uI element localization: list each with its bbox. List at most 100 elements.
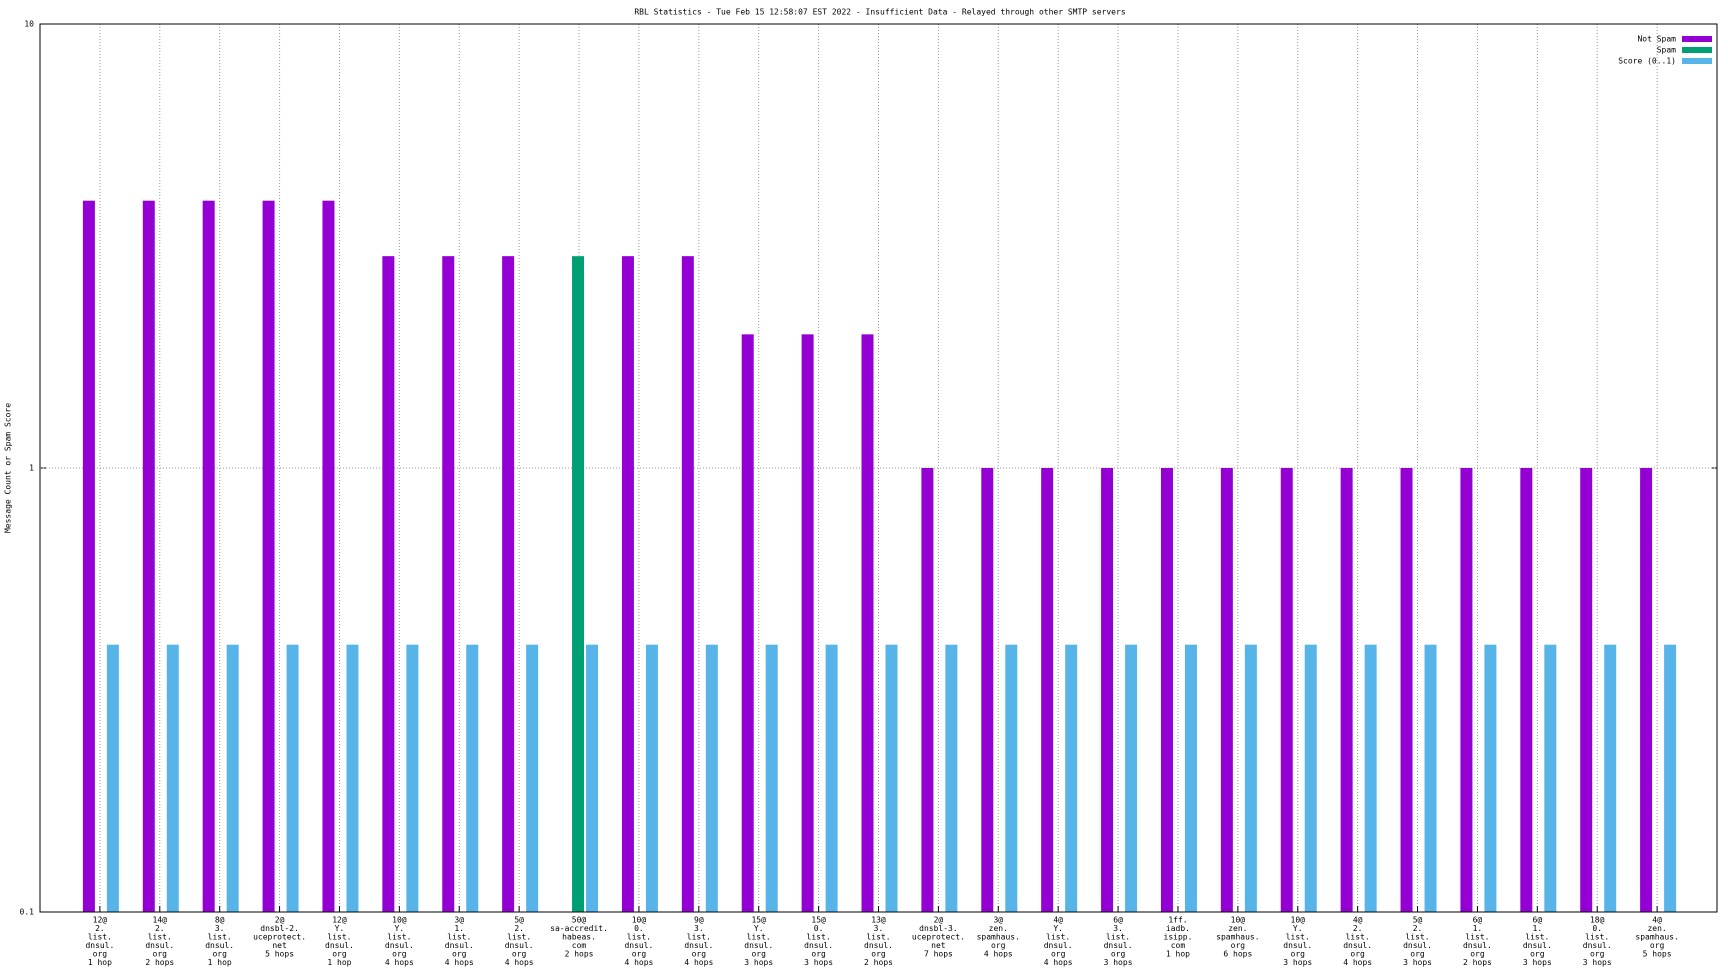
x-tick-label: 13@: [871, 916, 886, 925]
x-tick-label: dnsul.: [804, 941, 833, 950]
bar: [1364, 644, 1377, 912]
x-tick-label: 12@: [332, 916, 347, 925]
x-tick-label: 4 hops: [984, 950, 1013, 959]
y-axis-label: Message Count or Spam Score: [4, 403, 13, 533]
x-tick-label: 2 hops: [864, 958, 893, 967]
bar: [286, 644, 299, 912]
x-tick-label: org: [1291, 950, 1306, 959]
x-tick-label: 1 hop: [208, 958, 232, 967]
x-tick-label: 10@: [392, 916, 407, 925]
x-tick-label: 3@: [454, 916, 464, 925]
y-tick-label: 10: [24, 20, 34, 29]
x-tick-label: dnsul.: [505, 941, 534, 950]
x-tick-label: org: [632, 950, 647, 959]
bar: [645, 644, 658, 912]
bar: [1280, 468, 1293, 912]
bar: [1340, 468, 1353, 912]
x-tick-label: isipp.: [1164, 933, 1193, 942]
x-tick-label: 3.: [1113, 924, 1123, 933]
x-tick-label: 0.: [814, 924, 824, 933]
x-tick-label: 1 hop: [88, 958, 112, 967]
x-tick-label: org: [1650, 941, 1665, 950]
bar: [825, 644, 838, 912]
y-tick-label: 1: [29, 464, 34, 473]
x-tick-label: 4 hops: [1343, 958, 1372, 967]
bar: [1640, 468, 1653, 912]
x-tick-label: com: [572, 941, 587, 950]
x-tick-label: net: [272, 941, 287, 950]
x-tick-label: 3 hops: [1104, 958, 1133, 967]
x-tick-label: sa-accredit.: [550, 924, 608, 933]
x-tick-label: org: [93, 950, 108, 959]
x-tick-label: org: [1470, 950, 1485, 959]
x-tick-label: dnsul.: [205, 941, 234, 950]
x-tick-label: list.: [387, 933, 411, 942]
bar: [106, 644, 119, 912]
x-tick-label: 18@: [1590, 916, 1605, 925]
x-tick-label: iadb.: [1166, 924, 1190, 933]
x-tick-label: 4 hops: [385, 958, 414, 967]
x-tick-label: Y.: [395, 924, 405, 933]
legend-label: Score (0..1): [1618, 57, 1676, 66]
bar: [572, 256, 585, 912]
x-tick-label: Y.: [754, 924, 764, 933]
x-tick-label: 3.: [215, 924, 225, 933]
x-tick-label: 4 hops: [684, 958, 713, 967]
x-tick-label: spamhaus.: [1635, 933, 1678, 942]
x-tick-label: 4@: [1353, 916, 1363, 925]
x-tick-label: 0.: [1592, 924, 1602, 933]
x-tick-label: com: [1171, 941, 1186, 950]
bar: [1664, 644, 1677, 912]
x-tick-label: dnsul.: [684, 941, 713, 950]
x-tick-label: 3 hops: [744, 958, 773, 967]
x-tick-label: list.: [88, 933, 112, 942]
x-tick-label: 5@: [514, 916, 524, 925]
x-tick-label: 12@: [93, 916, 108, 925]
x-tick-label: list.: [148, 933, 172, 942]
x-tick-label: 10@: [1231, 916, 1246, 925]
x-tick-label: 3.: [874, 924, 884, 933]
x-tick-label: list.: [1585, 933, 1609, 942]
x-tick-label: 2.: [514, 924, 524, 933]
x-tick-label: 1.: [454, 924, 464, 933]
x-tick-label: 1ff.: [1168, 916, 1187, 925]
x-tick-label: 4 hops: [505, 958, 534, 967]
x-tick-label: 2 hops: [1463, 958, 1492, 967]
x-tick-label: list.: [807, 933, 831, 942]
x-tick-label: list.: [1106, 933, 1130, 942]
bar: [382, 256, 395, 912]
x-tick-label: 3 hops: [1403, 958, 1432, 967]
bar: [801, 334, 814, 913]
x-tick-label: 5 hops: [265, 950, 294, 959]
legend-swatch: [1682, 36, 1712, 42]
x-tick-label: list.: [1525, 933, 1549, 942]
bar: [502, 256, 515, 912]
x-tick-label: 9@: [694, 916, 704, 925]
bar: [322, 200, 335, 912]
x-tick-label: org: [811, 950, 826, 959]
x-tick-label: list.: [1286, 933, 1310, 942]
bar: [621, 256, 634, 912]
x-tick-label: org: [212, 950, 227, 959]
x-tick-label: 50@: [572, 916, 587, 925]
x-tick-label: 8@: [215, 916, 225, 925]
x-tick-label: dnsul.: [85, 941, 114, 950]
x-tick-label: zen.: [1647, 924, 1666, 933]
x-tick-label: org: [692, 950, 707, 959]
x-tick-label: uceprotect.: [253, 933, 306, 942]
bar: [681, 256, 694, 912]
x-tick-label: org: [1410, 950, 1425, 959]
bar: [1005, 644, 1018, 912]
bar: [1041, 468, 1054, 912]
x-tick-label: dnsul.: [325, 941, 354, 950]
x-tick-label: 6@: [1473, 916, 1483, 925]
x-tick-label: 3@: [993, 916, 1003, 925]
x-tick-label: dnsul.: [1463, 941, 1492, 950]
x-tick-label: list.: [1346, 933, 1370, 942]
x-tick-label: list.: [627, 933, 651, 942]
bar: [526, 644, 539, 912]
legend-label: Spam: [1657, 46, 1676, 55]
x-tick-label: dnsul.: [1583, 941, 1612, 950]
x-tick-label: 4 hops: [1044, 958, 1073, 967]
x-tick-label: zen.: [1228, 924, 1247, 933]
